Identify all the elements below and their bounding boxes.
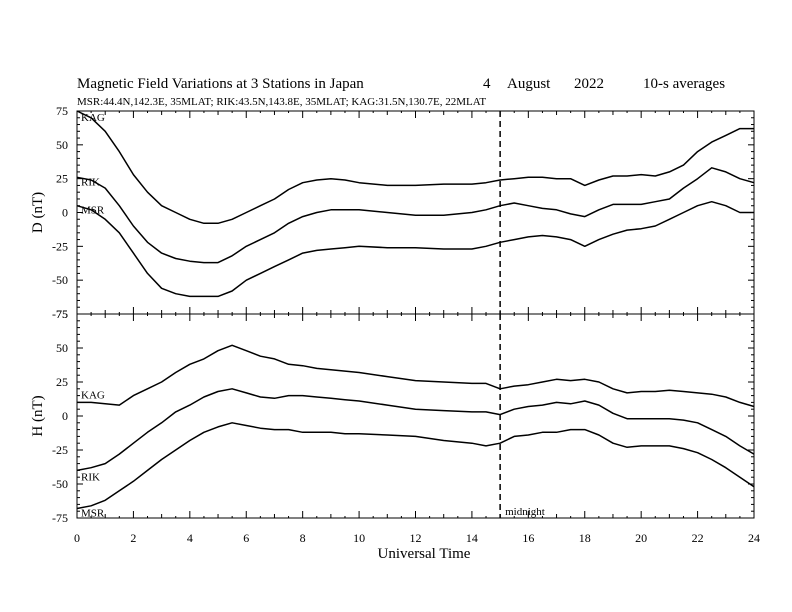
y-tick-label: -25: [52, 239, 68, 253]
panel-2: 75 50 25 0 -25 -50 -75 H (nT) KAG RIK MSR: [30, 307, 755, 525]
y-tick-label: -50: [52, 273, 68, 287]
series-line-kag: [77, 344, 755, 408]
series-label-kag: KAG: [81, 389, 105, 401]
series-line-rik: [76, 167, 755, 264]
x-tick-label: 4: [187, 531, 193, 545]
y-tick-label: 25: [56, 375, 68, 389]
x-tick-label: 10: [353, 531, 365, 545]
chart-title-month: August: [507, 76, 551, 92]
y-tick-label: -25: [52, 443, 68, 457]
series-label-kag: KAG: [81, 112, 105, 124]
y-tick-label: -75: [52, 511, 68, 525]
y-tick-label: -50: [52, 477, 68, 491]
x-tick-label: 0: [74, 531, 80, 545]
y-tick-label: 0: [62, 409, 68, 423]
x-axis-title: Universal Time: [378, 546, 471, 562]
y-tick-label: 50: [56, 341, 68, 355]
plot-area: 75 50 25 0 -25 -50 -75 D (nT) KAG RIK MSR 75 50 25 0 -2…: [30, 104, 760, 545]
x-tick-label: 12: [410, 531, 422, 545]
x-tick-label: 22: [692, 531, 704, 545]
chart-title-year: 2022: [574, 76, 604, 92]
x-tick-label: 2: [130, 531, 136, 545]
series-line-rik: [76, 388, 755, 472]
x-tick-label: 16: [522, 531, 534, 545]
chart-title-main: Magnetic Field Variations at 3 Stations …: [77, 76, 364, 92]
y-tick-label: 75: [56, 307, 68, 321]
x-tick-label: 6: [243, 531, 249, 545]
panel-2-frame: [76, 313, 755, 519]
series-label-msr: MSR: [81, 205, 105, 217]
y-tick-label: 75: [56, 104, 68, 118]
x-tick-label: 8: [300, 531, 306, 545]
y-tick-label: -75: [52, 307, 68, 321]
chart-subtitle: MSR:44.4N,142.3E, 35MLAT; RIK:43.5N,143.…: [77, 96, 486, 108]
series-label-rik: RIK: [81, 176, 100, 188]
chart-title: Magnetic Field Variations at 3 Stations …: [77, 76, 725, 92]
y-tick-label: 0: [62, 206, 68, 220]
chart-title-note: 10-s averages: [643, 76, 725, 92]
series-label-rik: RIK: [81, 471, 100, 483]
series-line-msr: [76, 422, 755, 510]
midnight-label: midnight: [505, 506, 545, 518]
y-tick-label: 50: [56, 138, 68, 152]
x-tick-label: 14: [466, 531, 478, 545]
y-tick-label: 25: [56, 172, 68, 186]
panel-1-frame: [76, 110, 755, 315]
x-tick-label: 20: [635, 531, 647, 545]
series-label-msr: MSR: [81, 507, 105, 519]
y-axis-title: H (nT): [30, 395, 46, 436]
series-line-kag: [76, 110, 754, 225]
series-line-msr: [76, 200, 754, 298]
chart-title-day: 4: [483, 76, 491, 92]
x-tick-label: 18: [579, 531, 591, 545]
panel-1: 75 50 25 0 -25 -50 -75 D (nT) KAG RIK MSR: [30, 104, 755, 321]
x-tick-label: 24: [748, 531, 760, 545]
y-axis-title: D (nT): [30, 192, 46, 233]
